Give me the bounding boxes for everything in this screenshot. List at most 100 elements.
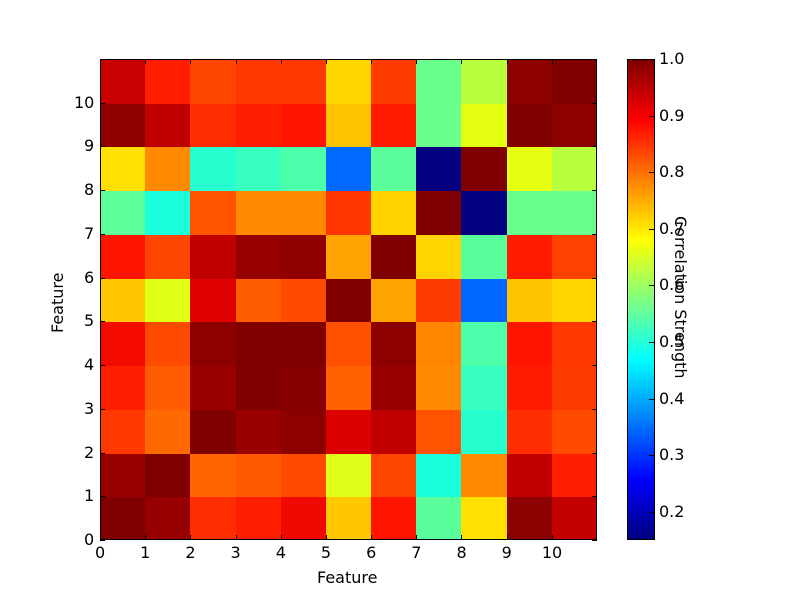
x-tick-mark bbox=[235, 535, 237, 540]
colorbar-tick-mark bbox=[649, 228, 654, 230]
heatmap-cell bbox=[416, 60, 463, 104]
heatmap-cell bbox=[280, 321, 327, 367]
colorbar-label: Correlation Strength bbox=[671, 216, 690, 379]
colorbar-tick-label: 0.9 bbox=[659, 105, 685, 125]
heatmap-cell bbox=[371, 233, 418, 279]
heatmap-cell bbox=[145, 496, 192, 539]
x-tick-label: 2 bbox=[185, 543, 196, 562]
colorbar-tick-mark bbox=[649, 115, 654, 117]
y-tick-mark bbox=[592, 102, 597, 104]
heatmap-cell bbox=[461, 496, 508, 539]
heatmap-cell bbox=[416, 452, 463, 498]
heatmap-cell bbox=[371, 365, 418, 410]
heatmap-cell bbox=[416, 102, 463, 148]
heatmap-cell bbox=[461, 233, 508, 279]
heatmap-grid bbox=[101, 60, 596, 539]
y-tick-mark bbox=[100, 146, 105, 148]
y-tick-label: 7 bbox=[84, 223, 95, 243]
y-tick-mark bbox=[100, 102, 105, 104]
heatmap-cell bbox=[235, 408, 282, 454]
y-tick-mark bbox=[100, 452, 105, 454]
x-axis-label: Feature bbox=[317, 568, 378, 587]
y-tick-mark bbox=[592, 321, 597, 323]
y-tick-mark bbox=[100, 190, 105, 192]
x-tick-mark bbox=[235, 59, 237, 64]
heatmap-cell bbox=[280, 365, 327, 410]
heatmap-cell bbox=[280, 190, 327, 235]
heatmap-cell bbox=[551, 452, 596, 498]
heatmap-cell bbox=[145, 146, 192, 192]
heatmap-cell bbox=[145, 102, 192, 148]
y-tick-label: 5 bbox=[84, 311, 95, 331]
heatmap-cell bbox=[506, 408, 553, 454]
heatmap-cell bbox=[371, 60, 418, 104]
y-tick-mark bbox=[100, 496, 105, 498]
heatmap-cell bbox=[280, 496, 327, 539]
colorbar-tick-mark bbox=[649, 398, 654, 400]
y-tick-mark bbox=[592, 496, 597, 498]
heatmap-cell bbox=[325, 496, 373, 539]
colorbar-tick-mark bbox=[649, 172, 654, 174]
x-tick-label: 9 bbox=[501, 543, 512, 562]
y-tick-mark bbox=[100, 277, 105, 279]
heatmap-cell bbox=[235, 102, 282, 148]
heatmap-cell bbox=[190, 365, 237, 410]
y-axis-label: Feature bbox=[48, 272, 67, 333]
heatmap-cell bbox=[506, 496, 553, 539]
heatmap-cell bbox=[506, 365, 553, 410]
heatmap-cell bbox=[325, 233, 373, 279]
heatmap-cell bbox=[101, 60, 147, 104]
heatmap-cell bbox=[506, 146, 553, 192]
heatmap-cell bbox=[371, 190, 418, 235]
x-tick-label: 0 bbox=[95, 543, 106, 562]
heatmap-cell bbox=[145, 321, 192, 367]
x-tick-mark bbox=[190, 59, 192, 64]
heatmap-cell bbox=[145, 452, 192, 498]
heatmap-cell bbox=[461, 190, 508, 235]
heatmap-cell bbox=[101, 365, 147, 410]
y-tick-label: 10 bbox=[74, 92, 95, 112]
heatmap-cell bbox=[101, 496, 147, 539]
heatmap-cell bbox=[371, 146, 418, 192]
heatmap-cell bbox=[235, 496, 282, 539]
heatmap-cell bbox=[461, 408, 508, 454]
x-tick-mark bbox=[506, 59, 508, 64]
heatmap-cell bbox=[371, 102, 418, 148]
heatmap-cell bbox=[416, 146, 463, 192]
y-tick-label: 8 bbox=[84, 180, 95, 200]
x-tick-mark bbox=[190, 535, 192, 540]
heatmap-cell bbox=[235, 60, 282, 104]
y-tick-label: 1 bbox=[84, 486, 95, 506]
y-tick-mark bbox=[592, 452, 597, 454]
colorbar-tick-label: 0.7 bbox=[659, 218, 685, 238]
y-tick-label: 4 bbox=[84, 355, 95, 375]
heatmap-cell bbox=[461, 365, 508, 410]
heatmap-cell bbox=[325, 190, 373, 235]
heatmap-cell bbox=[190, 60, 237, 104]
heatmap-cell bbox=[416, 233, 463, 279]
x-tick-label: 3 bbox=[230, 543, 241, 562]
heatmap-cell bbox=[506, 190, 553, 235]
heatmap-cell bbox=[145, 60, 192, 104]
y-tick-mark bbox=[592, 277, 597, 279]
heatmap-cell bbox=[145, 277, 192, 323]
heatmap-cell bbox=[461, 102, 508, 148]
y-tick-mark bbox=[592, 233, 597, 235]
heatmap-cell bbox=[190, 277, 237, 323]
heatmap-cell bbox=[371, 496, 418, 539]
heatmap-plot-area bbox=[100, 59, 597, 540]
heatmap-cell bbox=[416, 496, 463, 539]
heatmap-cell bbox=[235, 277, 282, 323]
x-tick-mark bbox=[506, 535, 508, 540]
heatmap-cell bbox=[416, 408, 463, 454]
heatmap-cell bbox=[461, 452, 508, 498]
heatmap-cell bbox=[551, 496, 596, 539]
x-tick-mark bbox=[551, 535, 553, 540]
heatmap-cell bbox=[506, 102, 553, 148]
heatmap-cell bbox=[235, 321, 282, 367]
y-tick-mark bbox=[592, 146, 597, 148]
heatmap-cell bbox=[235, 452, 282, 498]
x-tick-mark bbox=[100, 535, 101, 540]
heatmap-cell bbox=[145, 190, 192, 235]
